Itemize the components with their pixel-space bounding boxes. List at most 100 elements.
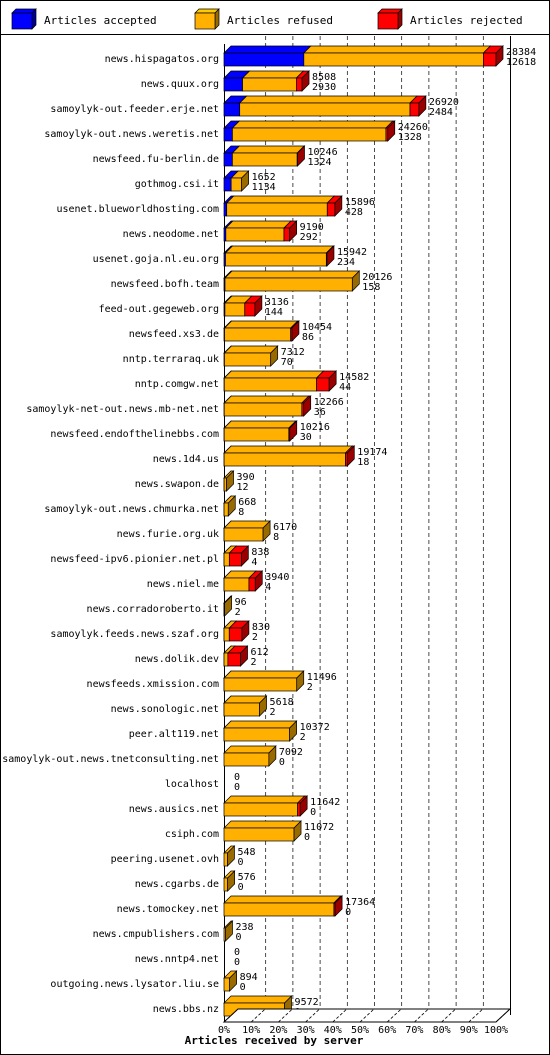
bar-row: localhost 00 [165, 772, 240, 793]
bar-segment-side [254, 295, 263, 317]
bar-segment [223, 377, 317, 392]
bar-segment [483, 52, 497, 67]
value-label-top: 20126 [362, 272, 392, 283]
y-tick-label: outgoing.news.lysator.liu.se [50, 979, 219, 990]
y-tick-label: news.cmpublishers.com [93, 929, 219, 940]
bar-segment-top [223, 720, 298, 729]
value-label-top: 17364 [345, 897, 375, 908]
bar-segment-side [224, 595, 232, 617]
bar-segment-top [224, 270, 361, 279]
value-label-bottom: 0 [238, 882, 244, 893]
legend-label: Articles rejected [410, 14, 523, 27]
value-label-top: 668 [238, 497, 256, 508]
value-label-bottom: 1324 [308, 157, 332, 168]
value-label-top: 830 [252, 622, 270, 633]
bar-segment-side [495, 45, 504, 67]
bar-segment-side [303, 395, 312, 417]
y-tick-label: localhost [165, 779, 219, 790]
bar-segment-side [418, 95, 427, 117]
value-label-top: 7092 [279, 747, 303, 758]
bar-segment [228, 552, 242, 567]
y-tick-label: newsfeed-ipv6.pionier.net.pl [50, 554, 219, 565]
value-label-top: 10216 [300, 422, 330, 433]
bar-segment [326, 202, 336, 217]
bar-segment-side [351, 270, 360, 292]
value-label-top: 1652 [252, 172, 276, 183]
x-tick-mark [359, 1008, 375, 1023]
bar-segment [223, 977, 231, 992]
bar-segment-side [225, 920, 233, 942]
y-tick-label: news.quux.org [141, 79, 219, 90]
bar-segment [223, 152, 233, 167]
y-tick-label: gothmog.csi.it [135, 179, 219, 190]
bar-segment [223, 827, 295, 842]
bar-segment-side [293, 820, 302, 842]
bar-segment [223, 577, 250, 592]
value-label-bottom: 0 [345, 907, 351, 918]
y-tick-label: peering.usenet.ovh [111, 854, 219, 865]
bar-segment-top [223, 895, 342, 904]
legend-swatch [11, 12, 33, 30]
value-label-bottom: 8 [238, 507, 244, 518]
value-label-bottom: 2 [252, 632, 258, 643]
y-tick-label: news.nntp4.net [135, 954, 219, 965]
bar-segment [223, 127, 233, 142]
bar-segment-side [296, 670, 305, 692]
bar-segment-side [262, 520, 271, 542]
bar-segment [239, 102, 411, 117]
bar-segment-top [223, 45, 312, 54]
value-label-bottom: 2484 [429, 107, 453, 118]
value-label-bottom: 2 [251, 657, 257, 668]
value-label-top: 26920 [429, 97, 459, 108]
value-label-bottom: 86 [302, 332, 314, 343]
legend-swatch-side [214, 8, 220, 30]
bar-segment [223, 202, 228, 217]
bar-segment-side [240, 545, 249, 567]
x-tick-mark [495, 1008, 511, 1023]
value-label-bottom: 0 [240, 982, 246, 993]
value-label-bottom: 0 [234, 957, 240, 968]
bar-segment [224, 302, 246, 317]
bar-segment [223, 177, 232, 192]
bar-segment-top [225, 195, 336, 204]
x-tick-mark [223, 1008, 239, 1023]
value-label-top: 6170 [273, 522, 297, 533]
y-tick-label: news.ausics.net [129, 804, 219, 815]
x-tick-mark [441, 1008, 456, 1023]
bar-segment-side [387, 120, 396, 142]
bar-segment-side [226, 470, 234, 492]
value-label-top: 11496 [307, 672, 337, 683]
bar-segment-side [227, 870, 235, 892]
y-tick-label: news.corradoroberto.it [87, 604, 219, 615]
value-label-top: 10372 [300, 722, 330, 733]
value-label-bottom: 428 [345, 207, 363, 218]
bar-segment-top [231, 120, 394, 129]
value-label-top: 96 [235, 597, 247, 608]
bar-segment [244, 302, 256, 317]
value-label-top: 24260 [398, 122, 428, 133]
bar-segment-side [254, 570, 263, 592]
value-label-top: 9190 [300, 222, 324, 233]
bar-segment-top [223, 670, 305, 679]
bar-segment-top [223, 995, 293, 1004]
bar-segment-top [231, 145, 306, 154]
x-tick-label: 20% [269, 1025, 287, 1036]
y-tick-label: csiph.com [165, 829, 219, 840]
y-tick-label: samoylyk-out.news.tnetconsulting.net [2, 754, 219, 765]
bar-segment-top [238, 95, 418, 104]
bar-segment [296, 77, 303, 92]
value-label-bottom: 0 [310, 807, 316, 818]
